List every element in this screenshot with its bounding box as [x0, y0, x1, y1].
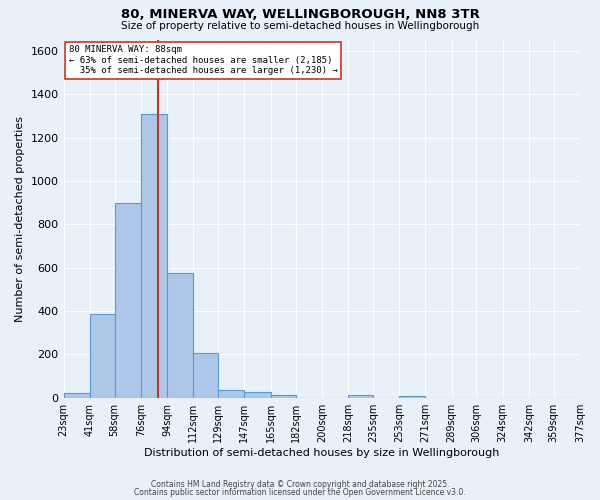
Bar [218, 390, 244, 398]
X-axis label: Distribution of semi-detached houses by size in Wellingborough: Distribution of semi-detached houses by … [144, 448, 499, 458]
Bar [193, 354, 218, 398]
Bar [167, 273, 193, 398]
Bar [348, 395, 373, 398]
Text: Contains HM Land Registry data © Crown copyright and database right 2025.: Contains HM Land Registry data © Crown c… [151, 480, 449, 489]
Bar [271, 395, 296, 398]
Text: Size of property relative to semi-detached houses in Wellingborough: Size of property relative to semi-detach… [121, 21, 479, 31]
Bar [244, 392, 271, 398]
Bar [64, 394, 90, 398]
Text: 80, MINERVA WAY, WELLINGBOROUGH, NN8 3TR: 80, MINERVA WAY, WELLINGBOROUGH, NN8 3TR [121, 8, 479, 20]
Bar [90, 314, 115, 398]
Bar [399, 396, 425, 398]
Text: 80 MINERVA WAY: 88sqm
← 63% of semi-detached houses are smaller (2,185)
  35% of: 80 MINERVA WAY: 88sqm ← 63% of semi-deta… [69, 46, 337, 75]
Y-axis label: Number of semi-detached properties: Number of semi-detached properties [15, 116, 25, 322]
Text: Contains public sector information licensed under the Open Government Licence v3: Contains public sector information licen… [134, 488, 466, 497]
Bar [115, 202, 141, 398]
Bar [141, 114, 167, 398]
